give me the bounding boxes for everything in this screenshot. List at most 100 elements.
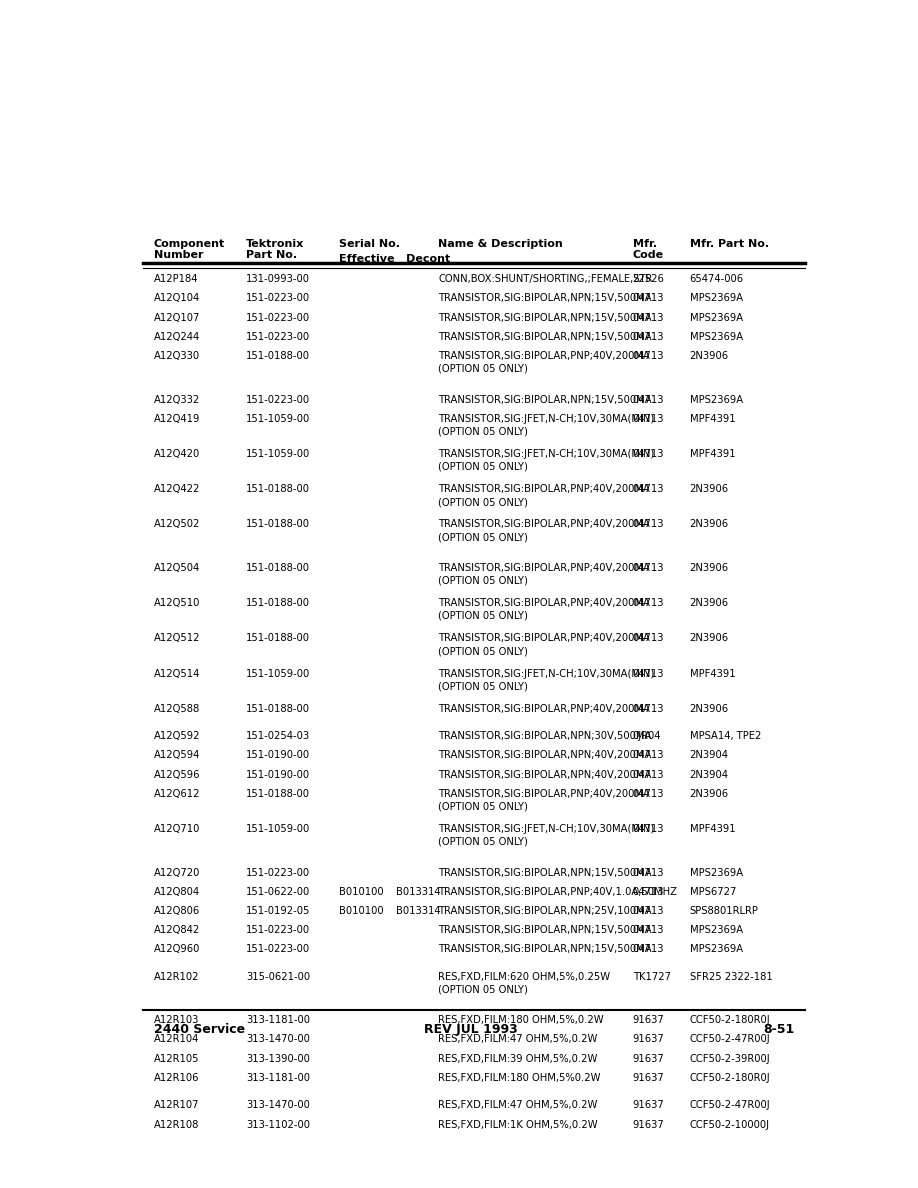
- Text: 04713: 04713: [633, 352, 665, 361]
- Text: 2N3906: 2N3906: [689, 563, 729, 573]
- Text: MPS2369A: MPS2369A: [689, 867, 743, 878]
- Text: 04713: 04713: [633, 598, 665, 608]
- Text: 2N3904: 2N3904: [689, 751, 729, 760]
- Text: 91637: 91637: [633, 1035, 665, 1044]
- Text: CCF50-2-10000J: CCF50-2-10000J: [689, 1119, 769, 1130]
- Text: TRANSISTOR,SIG:BIPOLAR,NPN;15V,500MA: TRANSISTOR,SIG:BIPOLAR,NPN;15V,500MA: [439, 312, 652, 323]
- Text: A12Q960: A12Q960: [154, 944, 200, 954]
- Text: 2N3904: 2N3904: [689, 770, 729, 779]
- Text: 151-0188-00: 151-0188-00: [246, 633, 310, 644]
- Text: 91637: 91637: [633, 1100, 665, 1111]
- Text: CCF50-2-180R0J: CCF50-2-180R0J: [689, 1016, 770, 1025]
- Text: 65474-006: 65474-006: [689, 274, 744, 284]
- Text: TK1727: TK1727: [633, 972, 671, 981]
- Text: 151-0223-00: 151-0223-00: [246, 394, 310, 405]
- Text: MPS2369A: MPS2369A: [689, 925, 743, 935]
- Text: TRANSISTOR,SIG:JFET,N-CH;10V,30MA(MIN)
(OPTION 05 ONLY): TRANSISTOR,SIG:JFET,N-CH;10V,30MA(MIN) (…: [439, 669, 655, 691]
- Text: TRANSISTOR,SIG:BIPOLAR,PNP;40V,200MA
(OPTION 05 ONLY): TRANSISTOR,SIG:BIPOLAR,PNP;40V,200MA (OP…: [439, 485, 650, 507]
- Text: CONN,BOX:SHUNT/SHORTING,;FEMALE,STR: CONN,BOX:SHUNT/SHORTING,;FEMALE,STR: [439, 274, 653, 284]
- Text: REV JUL 1993: REV JUL 1993: [423, 1023, 518, 1036]
- Text: 04713: 04713: [633, 824, 665, 834]
- Text: 151-0188-00: 151-0188-00: [246, 789, 310, 798]
- Text: A12Q592: A12Q592: [154, 731, 200, 741]
- Text: TRANSISTOR,SIG:BIPOLAR,PNP;40V,200MA: TRANSISTOR,SIG:BIPOLAR,PNP;40V,200MA: [439, 703, 650, 714]
- Text: A12Q332: A12Q332: [154, 394, 200, 405]
- Text: 04713: 04713: [633, 770, 665, 779]
- Text: 04713: 04713: [633, 669, 665, 678]
- Text: 2440 Service: 2440 Service: [154, 1023, 245, 1036]
- Text: TRANSISTOR,SIG:BIPOLAR,NPN;30V,500MA: TRANSISTOR,SIG:BIPOLAR,NPN;30V,500MA: [439, 731, 652, 741]
- Text: MPS2369A: MPS2369A: [689, 293, 743, 303]
- Text: MPS2369A: MPS2369A: [689, 331, 743, 342]
- Text: 2N3906: 2N3906: [689, 485, 729, 494]
- Text: RES,FXD,FILM:39 OHM,5%,0.2W: RES,FXD,FILM:39 OHM,5%,0.2W: [439, 1054, 598, 1063]
- Text: 313-1470-00: 313-1470-00: [246, 1035, 310, 1044]
- Text: 91637: 91637: [633, 1054, 665, 1063]
- Text: 04713: 04713: [633, 633, 665, 644]
- Text: 151-0190-00: 151-0190-00: [246, 751, 310, 760]
- Text: 04713: 04713: [633, 703, 665, 714]
- Text: 315-0621-00: 315-0621-00: [246, 972, 310, 981]
- Text: A12Q512: A12Q512: [154, 633, 200, 644]
- Text: 151-0223-00: 151-0223-00: [246, 331, 310, 342]
- Text: MPS2369A: MPS2369A: [689, 944, 743, 954]
- Text: TRANSISTOR,SIG:BIPOLAR,PNP;40V,200MA
(OPTION 05 ONLY): TRANSISTOR,SIG:BIPOLAR,PNP;40V,200MA (OP…: [439, 633, 650, 656]
- Text: TRANSISTOR,SIG:BIPOLAR,PNP;40V,200MA
(OPTION 05 ONLY): TRANSISTOR,SIG:BIPOLAR,PNP;40V,200MA (OP…: [439, 352, 650, 374]
- Text: 04713: 04713: [633, 886, 665, 897]
- Text: A12Q422: A12Q422: [154, 485, 200, 494]
- Text: B013314: B013314: [396, 886, 441, 897]
- Text: RES,FXD,FILM:1K OHM,5%,0.2W: RES,FXD,FILM:1K OHM,5%,0.2W: [439, 1119, 599, 1130]
- Text: MPS6727: MPS6727: [689, 886, 736, 897]
- Text: Mfr.
Code: Mfr. Code: [633, 239, 664, 260]
- Text: CCF50-2-180R0J: CCF50-2-180R0J: [689, 1073, 770, 1083]
- Text: 151-0188-00: 151-0188-00: [246, 485, 310, 494]
- Text: TRANSISTOR,SIG:BIPOLAR,NPN;40V,200MA: TRANSISTOR,SIG:BIPOLAR,NPN;40V,200MA: [439, 770, 652, 779]
- Text: MPF4391: MPF4391: [689, 413, 735, 424]
- Text: CCF50-2-47R00J: CCF50-2-47R00J: [689, 1100, 770, 1111]
- Text: TRANSISTOR,SIG:BIPOLAR,PNP;40V,200MA
(OPTION 05 ONLY): TRANSISTOR,SIG:BIPOLAR,PNP;40V,200MA (OP…: [439, 789, 650, 811]
- Text: TRANSISTOR,SIG:BIPOLAR,NPN;15V,500MA: TRANSISTOR,SIG:BIPOLAR,NPN;15V,500MA: [439, 331, 652, 342]
- Text: TRANSISTOR,SIG:BIPOLAR,PNP;40V,1.0A,50MHZ: TRANSISTOR,SIG:BIPOLAR,PNP;40V,1.0A,50MH…: [439, 886, 677, 897]
- Text: 04713: 04713: [633, 751, 665, 760]
- Text: TRANSISTOR,SIG:BIPOLAR,NPN;15V,500MA: TRANSISTOR,SIG:BIPOLAR,NPN;15V,500MA: [439, 293, 652, 303]
- Text: Tektronix
Part No.: Tektronix Part No.: [246, 239, 305, 260]
- Text: 313-1390-00: 313-1390-00: [246, 1054, 310, 1063]
- Text: Component
Number: Component Number: [154, 239, 225, 260]
- Text: TRANSISTOR,SIG:BIPOLAR,NPN;15V,500MA: TRANSISTOR,SIG:BIPOLAR,NPN;15V,500MA: [439, 944, 652, 954]
- Text: TRANSISTOR,SIG:BIPOLAR,PNP;40V,200MA
(OPTION 05 ONLY): TRANSISTOR,SIG:BIPOLAR,PNP;40V,200MA (OP…: [439, 519, 650, 542]
- Text: CCF50-2-39R00J: CCF50-2-39R00J: [689, 1054, 770, 1063]
- Text: TRANSISTOR,SIG:BIPOLAR,NPN;40V,200MA: TRANSISTOR,SIG:BIPOLAR,NPN;40V,200MA: [439, 751, 652, 760]
- Text: 22526: 22526: [633, 274, 665, 284]
- Text: TRANSISTOR,SIG:BIPOLAR,NPN;15V,500MA: TRANSISTOR,SIG:BIPOLAR,NPN;15V,500MA: [439, 867, 652, 878]
- Text: A12Q710: A12Q710: [154, 824, 200, 834]
- Text: 151-0188-00: 151-0188-00: [246, 703, 310, 714]
- Text: 04713: 04713: [633, 519, 665, 530]
- Text: MPS2369A: MPS2369A: [689, 394, 743, 405]
- Text: A12Q330: A12Q330: [154, 352, 200, 361]
- Text: B013314: B013314: [396, 906, 441, 916]
- Text: A12R104: A12R104: [154, 1035, 199, 1044]
- Text: Name & Description: Name & Description: [439, 239, 564, 248]
- Text: TRANSISTOR,SIG:JFET,N-CH;10V,30MA(MIN)
(OPTION 05 ONLY): TRANSISTOR,SIG:JFET,N-CH;10V,30MA(MIN) (…: [439, 413, 655, 436]
- Text: 04713: 04713: [633, 944, 665, 954]
- Text: 04713: 04713: [633, 925, 665, 935]
- Text: 0JR04: 0JR04: [633, 731, 661, 741]
- Text: B010100: B010100: [339, 886, 384, 897]
- Text: A12Q594: A12Q594: [154, 751, 200, 760]
- Text: 151-0223-00: 151-0223-00: [246, 867, 310, 878]
- Text: A12P184: A12P184: [154, 274, 198, 284]
- Text: TRANSISTOR,SIG:BIPOLAR,NPN;15V,500MA: TRANSISTOR,SIG:BIPOLAR,NPN;15V,500MA: [439, 925, 652, 935]
- Text: 151-1059-00: 151-1059-00: [246, 449, 310, 459]
- Text: 151-0188-00: 151-0188-00: [246, 563, 310, 573]
- Text: TRANSISTOR,SIG:JFET,N-CH;10V,30MA(MIN)
(OPTION 05 ONLY): TRANSISTOR,SIG:JFET,N-CH;10V,30MA(MIN) (…: [439, 824, 655, 847]
- Text: 04713: 04713: [633, 485, 665, 494]
- Text: MPF4391: MPF4391: [689, 449, 735, 459]
- Text: A12Q720: A12Q720: [154, 867, 200, 878]
- Text: 04713: 04713: [633, 789, 665, 798]
- Text: RES,FXD,FILM:180 OHM,5%,0.2W: RES,FXD,FILM:180 OHM,5%,0.2W: [439, 1016, 604, 1025]
- Text: 04713: 04713: [633, 906, 665, 916]
- Text: TRANSISTOR,SIG:BIPOLAR,PNP;40V,200MA
(OPTION 05 ONLY): TRANSISTOR,SIG:BIPOLAR,PNP;40V,200MA (OP…: [439, 598, 650, 621]
- Text: 151-0223-00: 151-0223-00: [246, 925, 310, 935]
- Text: MPF4391: MPF4391: [689, 669, 735, 678]
- Text: 8-51: 8-51: [763, 1023, 794, 1036]
